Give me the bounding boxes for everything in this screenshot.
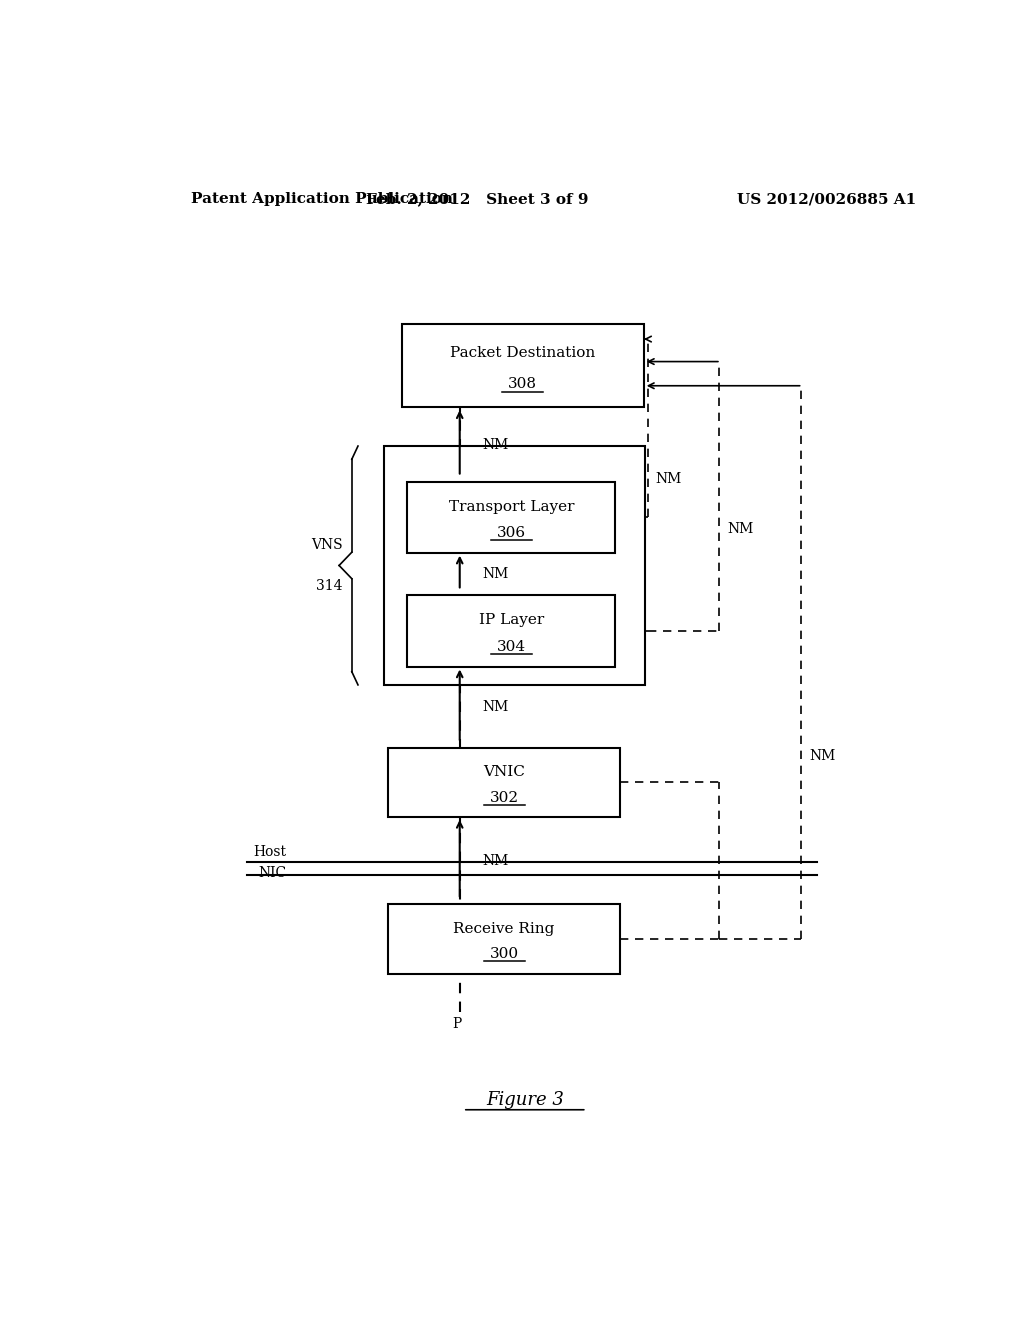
- Text: VNIC: VNIC: [483, 766, 525, 779]
- Text: NM: NM: [482, 568, 508, 581]
- Text: US 2012/0026885 A1: US 2012/0026885 A1: [736, 191, 916, 206]
- Text: NM: NM: [482, 854, 508, 867]
- Text: Patent Application Publication: Patent Application Publication: [191, 191, 454, 206]
- Text: NM: NM: [655, 471, 682, 486]
- Bar: [384, 446, 645, 685]
- Text: 308: 308: [508, 378, 538, 391]
- Text: 306: 306: [497, 525, 526, 540]
- Text: NIC: NIC: [259, 866, 287, 880]
- Text: 314: 314: [315, 578, 342, 593]
- Bar: [388, 748, 621, 817]
- Text: 300: 300: [489, 948, 519, 961]
- Text: NM: NM: [482, 700, 508, 714]
- Bar: [408, 482, 615, 553]
- Text: VNS: VNS: [310, 539, 342, 552]
- Text: P: P: [453, 1018, 462, 1031]
- Text: Receive Ring: Receive Ring: [454, 921, 555, 936]
- Text: NM: NM: [809, 748, 836, 763]
- Text: Host: Host: [254, 845, 287, 858]
- Bar: [401, 325, 644, 408]
- Bar: [388, 904, 621, 974]
- Bar: [408, 595, 615, 667]
- Text: Feb. 2, 2012   Sheet 3 of 9: Feb. 2, 2012 Sheet 3 of 9: [366, 191, 589, 206]
- Text: Figure 3: Figure 3: [485, 1090, 564, 1109]
- Text: IP Layer: IP Layer: [478, 614, 544, 627]
- Text: Packet Destination: Packet Destination: [451, 346, 595, 360]
- Text: 304: 304: [497, 640, 526, 653]
- Text: NM: NM: [727, 523, 754, 536]
- Text: Transport Layer: Transport Layer: [449, 499, 574, 513]
- Text: 302: 302: [489, 791, 519, 805]
- Text: NM: NM: [482, 437, 508, 451]
